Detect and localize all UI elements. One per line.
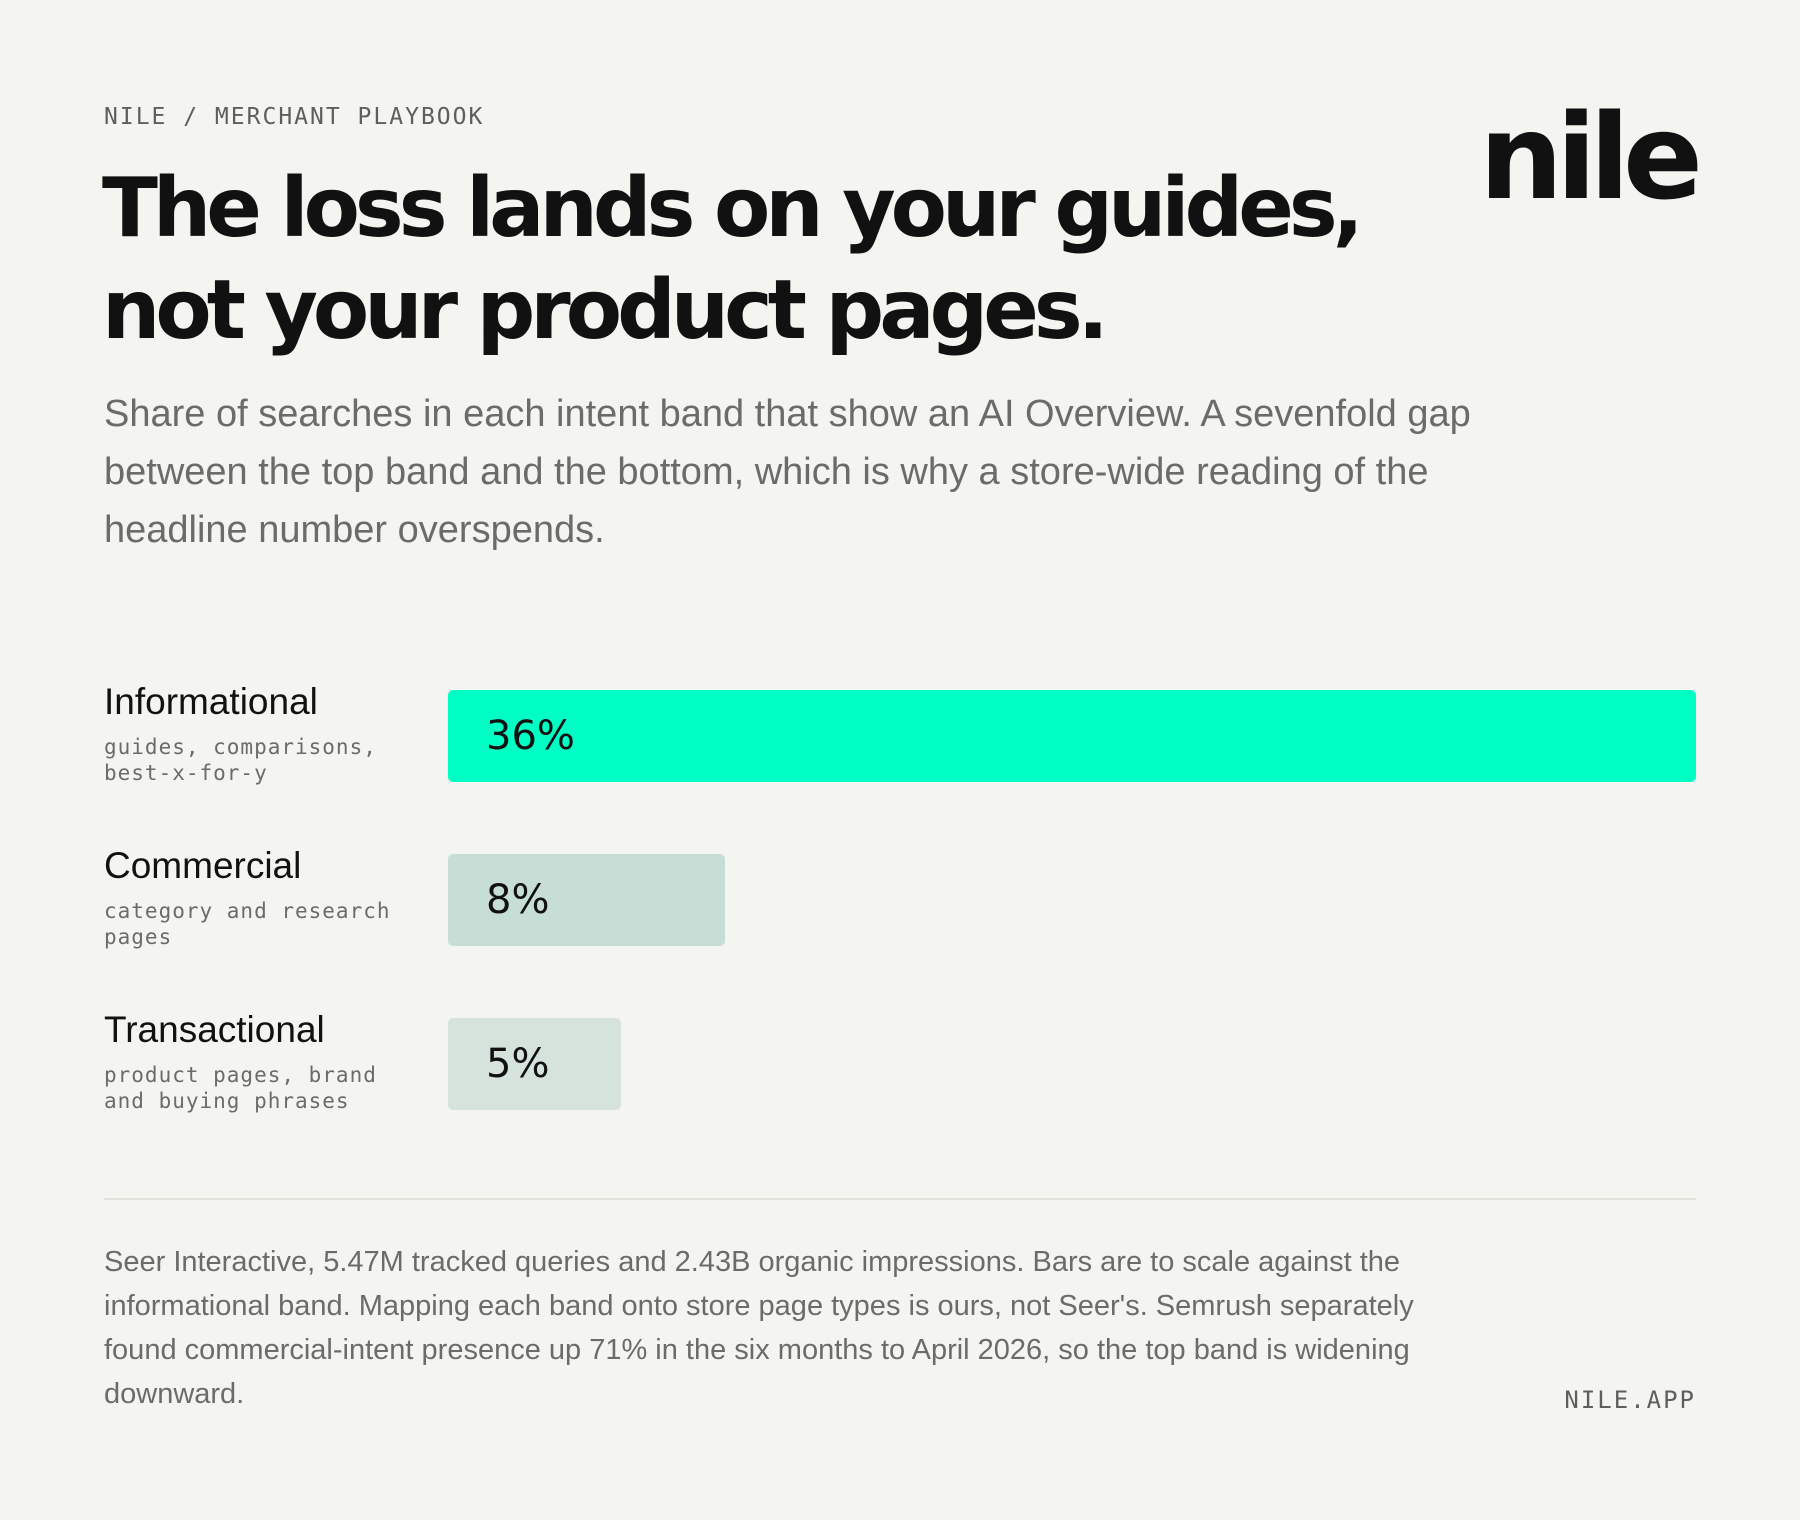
source-footnote: Seer Interactive, 5.47M tracked queries … <box>104 1246 1414 1410</box>
headline-line-1: The loss lands on your guides, <box>102 161 1364 256</box>
bar-value-label: 36% <box>486 713 575 759</box>
bar-row: Commercial category and research pages 8% <box>104 844 1696 949</box>
divider <box>104 1198 1696 1200</box>
bar-value-label: 5% <box>486 1041 550 1087</box>
intent-bar-chart: Informational guides, comparisons, best-x… <box>104 680 1696 1120</box>
category-label: Informational <box>104 681 318 722</box>
nile-logo: nile <box>1479 88 1703 226</box>
headline: The loss lands on your guides, not your … <box>102 158 1402 362</box>
category-description: guides, comparisons, best-x-for-y <box>104 735 377 785</box>
bar-row: Informational guides, comparisons, best-x… <box>104 680 1696 785</box>
category-description: category and research pages <box>104 899 391 949</box>
bar: 8% <box>448 854 725 946</box>
site-url: NILE.APP <box>1564 1386 1696 1414</box>
subtitle: Share of searches in each intent band th… <box>104 393 1471 551</box>
category-label: Transactional <box>104 1009 325 1050</box>
bar-value-label: 8% <box>486 877 550 923</box>
bar: 5% <box>448 1018 621 1110</box>
category-description: product pages, brand and buying phrases <box>104 1063 377 1113</box>
bar: 36% <box>448 690 1696 782</box>
bar-row: Transactional product pages, brand and bu… <box>104 1008 1696 1113</box>
headline-line-2: not your product pages. <box>102 263 1109 358</box>
eyebrow-breadcrumb: NILE / MERCHANT PLAYBOOK <box>104 104 485 130</box>
category-label: Commercial <box>104 845 302 886</box>
